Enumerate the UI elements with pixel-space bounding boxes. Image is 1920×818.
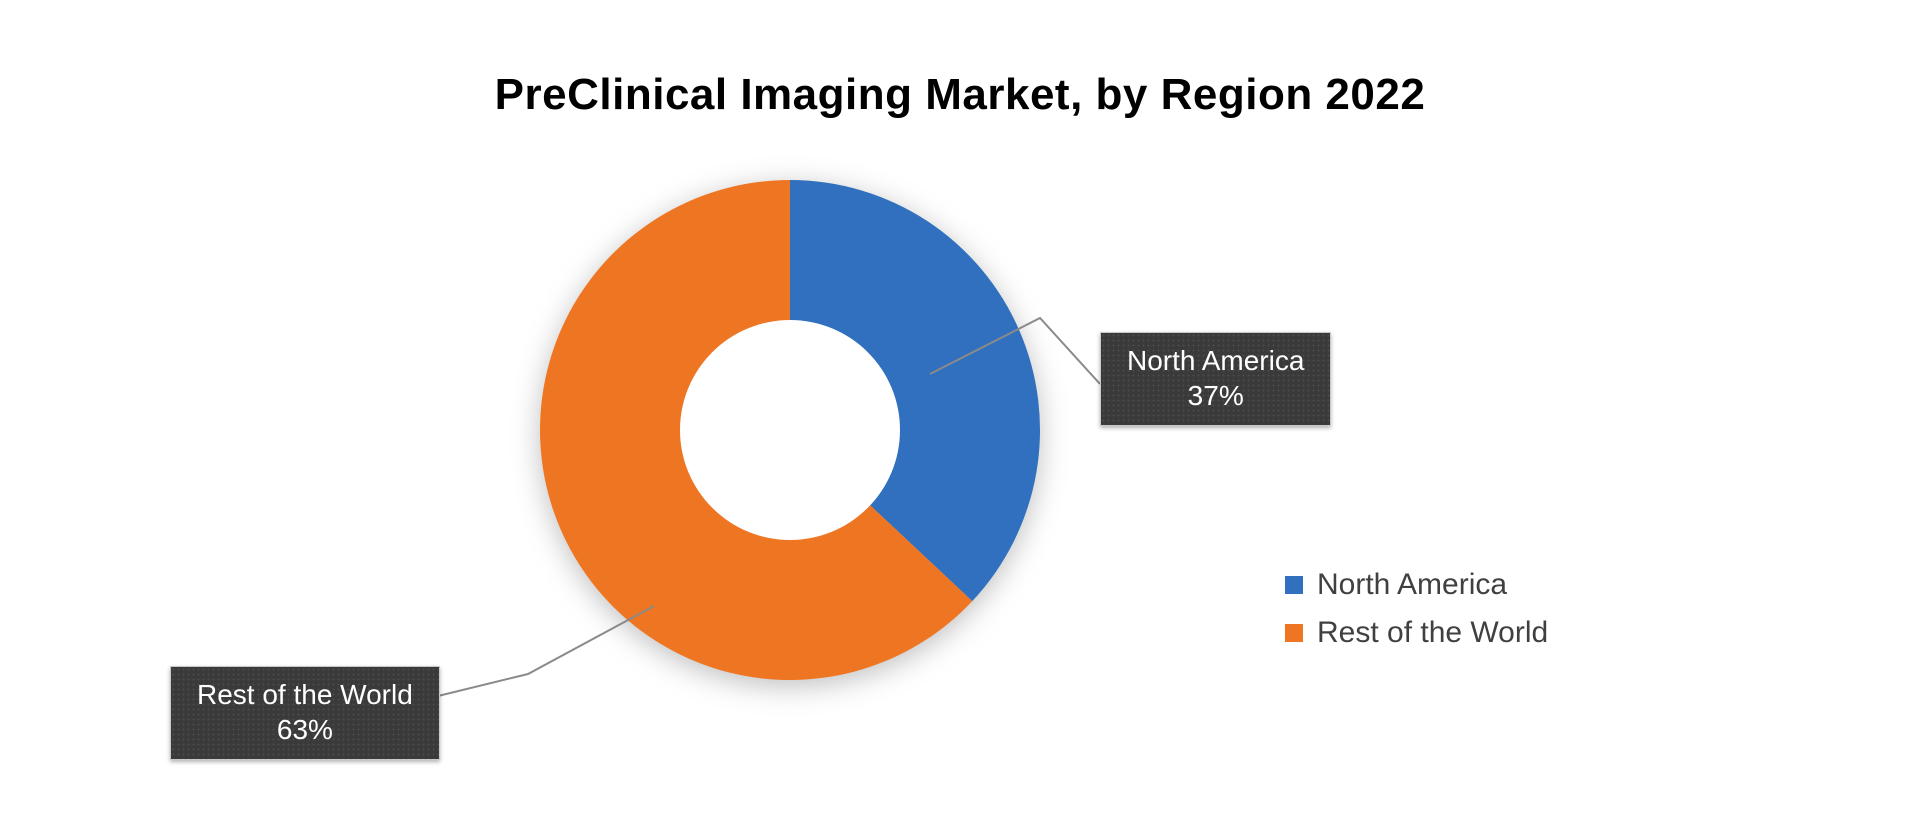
legend-swatch-icon [1285, 624, 1303, 642]
legend-label: North America [1317, 568, 1507, 602]
leader-lines [0, 150, 1920, 750]
legend-item-north-america: North America [1285, 568, 1548, 602]
callout-value: 63% [197, 712, 413, 747]
callout-north-america: North America 37% [1100, 332, 1331, 426]
legend-swatch-icon [1285, 576, 1303, 594]
callout-label: North America [1127, 343, 1304, 378]
chart-title: PreClinical Imaging Market, by Region 20… [0, 70, 1920, 120]
leader-line-1 [438, 606, 654, 696]
callout-label: Rest of the World [197, 677, 413, 712]
legend-item-rest-of-world: Rest of the World [1285, 616, 1548, 650]
legend: North America Rest of the World [1285, 568, 1548, 664]
leader-line-0 [930, 318, 1100, 384]
callout-value: 37% [1127, 378, 1304, 413]
legend-label: Rest of the World [1317, 616, 1548, 650]
callout-rest-of-world: Rest of the World 63% [170, 666, 440, 760]
chart-page: PreClinical Imaging Market, by Region 20… [0, 0, 1920, 818]
chart-area: North America 37% Rest of the World 63% … [0, 150, 1920, 750]
